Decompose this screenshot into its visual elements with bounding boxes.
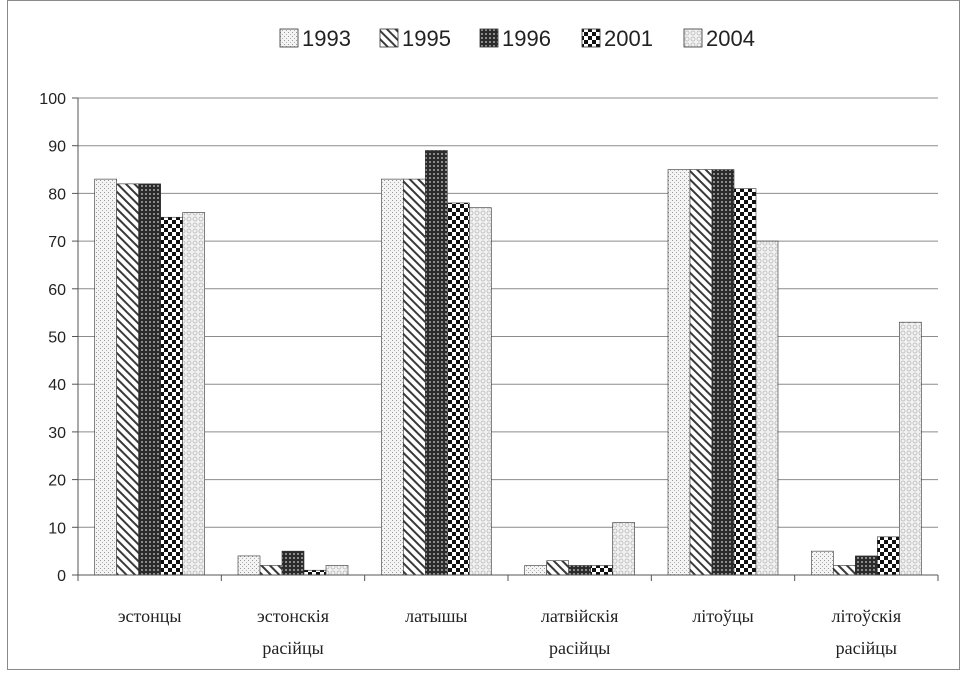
y-tick-label: 100 — [39, 91, 66, 108]
x-category-label: літоўскія — [832, 606, 902, 626]
bars — [94, 150, 922, 576]
bar-2004-5 — [899, 321, 922, 576]
bar-1996-0 — [138, 183, 161, 576]
bar-1993-2 — [381, 178, 404, 576]
legend-swatch-2004 — [683, 28, 703, 48]
bar-2001-5 — [877, 536, 900, 576]
bar-1995-4 — [689, 169, 713, 576]
axes — [77, 98, 939, 581]
x-category-label: літоўцы — [692, 606, 753, 626]
bar-1996-3 — [568, 565, 591, 576]
bar-2004-3 — [612, 522, 635, 576]
y-tick-label: 40 — [48, 377, 66, 394]
x-category-label: расійцы — [836, 638, 897, 658]
x-axis-categories: эстонцы эстонскія расійцы латышы латвійскія р… — [118, 606, 901, 658]
bar-1993-4 — [667, 169, 691, 576]
bar-1996-5 — [855, 555, 878, 576]
y-tick-label: 60 — [48, 282, 66, 299]
legend-label-1993: 1993 — [302, 26, 351, 51]
legend-swatch-1993 — [279, 28, 299, 48]
bar-1996-4 — [711, 169, 735, 576]
bar-2001-3 — [590, 565, 613, 576]
legend-swatch-1996 — [479, 28, 499, 48]
bar-1995-5 — [833, 565, 856, 576]
bar-2001-2 — [447, 202, 470, 576]
bar-1996-2 — [425, 150, 448, 576]
bar-2004-0 — [182, 212, 205, 576]
bar-2001-0 — [160, 216, 183, 576]
bar-1993-1 — [237, 555, 261, 576]
y-axis-ticks: 0 10 20 30 40 50 60 70 80 90 100 — [39, 91, 78, 585]
bar-1995-1 — [259, 565, 283, 576]
bar-2001-4 — [733, 188, 757, 576]
legend: 1993 1995 1996 2001 2004 — [279, 26, 755, 51]
x-category-label: расійцы — [549, 638, 610, 658]
bar-2001-1 — [303, 569, 327, 576]
legend-label-2001: 2001 — [604, 26, 653, 51]
bar-1996-1 — [281, 550, 305, 576]
x-category-label: эстонскія — [257, 606, 329, 626]
bar-1993-3 — [524, 565, 547, 576]
x-category-label: эстонцы — [118, 606, 182, 626]
y-tick-label: 30 — [48, 425, 66, 442]
bar-2004-4 — [755, 240, 779, 576]
legend-swatch-2001 — [581, 28, 601, 48]
bar-1993-5 — [811, 550, 834, 576]
x-category-label: латышы — [405, 606, 467, 626]
x-category-label: латвійскія — [541, 606, 619, 626]
y-tick-label: 70 — [48, 234, 66, 251]
bar-1995-0 — [116, 183, 139, 576]
y-tick-label: 90 — [48, 139, 66, 156]
bar-1993-0 — [94, 178, 117, 576]
legend-swatch-1995 — [379, 28, 399, 48]
y-tick-label: 20 — [48, 473, 66, 490]
legend-label-2004: 2004 — [706, 26, 755, 51]
x-category-label: расійцы — [262, 638, 323, 658]
gridlines — [78, 97, 938, 576]
bar-2004-1 — [325, 565, 349, 576]
y-tick-label: 10 — [48, 520, 66, 537]
y-tick-label: 50 — [48, 330, 66, 347]
bar-2004-2 — [469, 207, 492, 576]
legend-label-1996: 1996 — [502, 26, 551, 51]
bar-1995-2 — [403, 178, 426, 576]
legend-label-1995: 1995 — [402, 26, 451, 51]
y-tick-label: 80 — [48, 186, 66, 203]
bar-1995-3 — [546, 560, 569, 576]
y-tick-label: 0 — [57, 568, 66, 585]
